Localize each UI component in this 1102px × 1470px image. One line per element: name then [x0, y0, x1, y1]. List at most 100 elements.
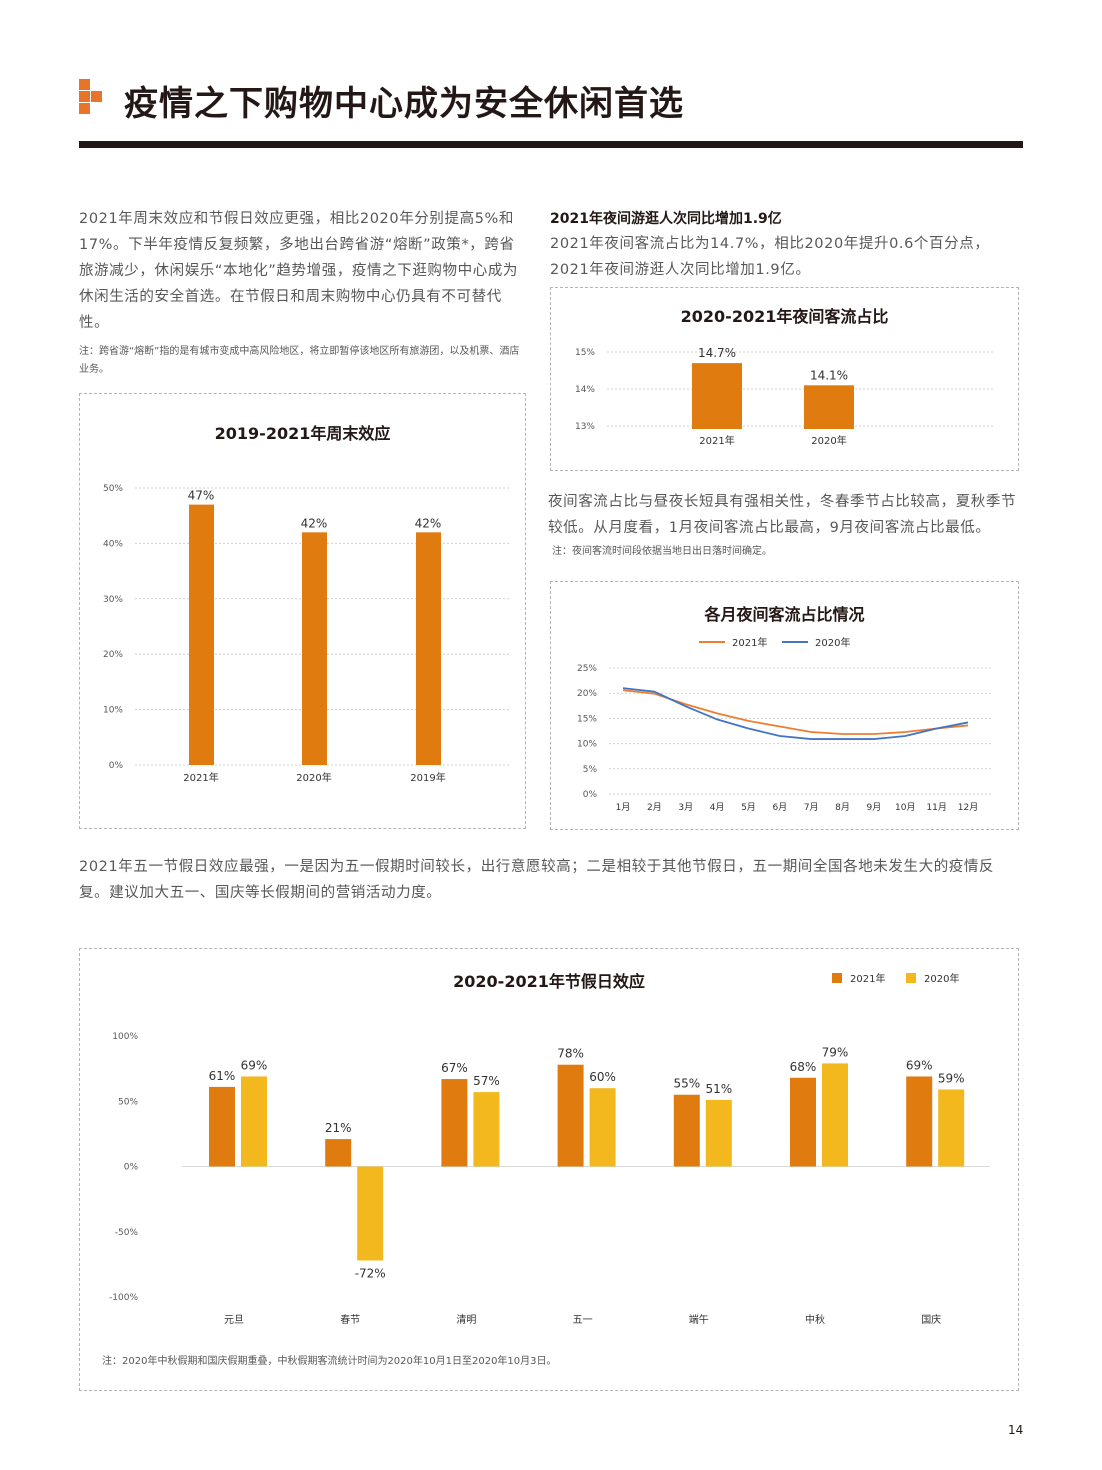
y-tick-label: 25% — [577, 664, 597, 674]
x-tick-label: 8月 — [835, 802, 850, 813]
night-share-chart-svg: 13% 14% 15% 14.7% 2021年 14.1% 2020年 — [575, 346, 993, 447]
data-label: 61% — [209, 1069, 236, 1083]
bar — [189, 504, 214, 765]
night-note: 注：夜间客流时间段依据当地日出日落时间确定。 — [552, 546, 772, 557]
x-tick-label: 9月 — [867, 802, 882, 813]
x-tick-label: 6月 — [772, 802, 787, 813]
data-label: 69% — [241, 1058, 268, 1072]
x-tick-label: 2020年 — [296, 771, 331, 784]
y-tick-label: 100% — [112, 1032, 138, 1042]
x-tick-label: 1月 — [616, 802, 631, 813]
page-title: 疫情之下购物中心成为安全休闲首选 — [124, 84, 684, 124]
chart-title: 2019-2021年周末效应 — [214, 424, 391, 443]
data-label: 42% — [415, 516, 442, 530]
legend-swatch — [906, 973, 916, 983]
bar — [357, 1166, 384, 1261]
x-tick-label: 2021年 — [183, 771, 218, 784]
bar — [673, 1094, 700, 1167]
data-label: 67% — [441, 1061, 468, 1075]
weekend-chart-svg: 0% 10% 20% 30% 40% 50% 47% 2021年 42% 2020年 42% 2019… — [103, 484, 510, 784]
data-label: 79% — [822, 1045, 849, 1059]
data-label: 68% — [790, 1060, 817, 1074]
y-tick-label: 15% — [577, 714, 597, 724]
monthly-night-chart-svg: 0% 5% 10% 15% 20% 25% 1月 2月 3月 4月 5月 6月 7月 8月 9月 10月 11月… — [577, 636, 993, 813]
bar — [473, 1092, 500, 1167]
data-label: 60% — [589, 1070, 616, 1084]
y-tick-label: 20% — [577, 689, 597, 699]
holiday-chart-svg: -100% -50% 0% 50% 100% 元旦 61% 69% 春节 21% -72% 清明 67%… — [109, 972, 990, 1326]
x-tick-label: 7月 — [804, 802, 819, 813]
y-tick-label: 50% — [103, 484, 123, 494]
series-line — [622, 689, 969, 735]
bar — [705, 1099, 732, 1167]
data-label: 14.1% — [810, 368, 848, 382]
x-tick-label: 元旦 — [224, 1314, 244, 1326]
y-tick-label: 20% — [103, 650, 123, 660]
legend-label: 2021年 — [850, 972, 885, 985]
bar — [589, 1088, 616, 1167]
bar — [302, 532, 327, 765]
x-tick-label: 11月 — [926, 802, 946, 813]
bar — [416, 532, 441, 765]
y-tick-label: 0% — [124, 1163, 139, 1173]
x-tick-label: 国庆 — [921, 1313, 941, 1326]
data-label: 14.7% — [698, 346, 736, 360]
holiday-chart: 2020-2021年节假日效应 -100% -50% 0% 50% 100% 元旦 61% 6… — [79, 948, 1019, 1391]
y-tick-label: 13% — [575, 422, 595, 432]
bar — [441, 1079, 468, 1167]
y-tick-label: 14% — [575, 385, 595, 395]
bar — [692, 363, 742, 429]
series-line — [622, 687, 969, 740]
data-label: 21% — [325, 1121, 352, 1135]
x-tick-label: 4月 — [710, 802, 725, 813]
chart-title: 2020-2021年夜间客流占比 — [680, 307, 889, 326]
brand-logo-icon — [79, 79, 103, 115]
night-heading: 2021年夜间游逛人次同比增加1.9亿 — [550, 211, 782, 227]
y-tick-label: -50% — [115, 1228, 139, 1238]
bar — [209, 1086, 235, 1167]
legend-swatch — [832, 973, 842, 983]
data-label: -72% — [355, 1266, 386, 1280]
x-tick-label: 2021年 — [699, 434, 734, 447]
data-label: 47% — [188, 489, 215, 503]
x-tick-label: 12月 — [958, 802, 978, 813]
x-tick-label: 10月 — [895, 802, 915, 813]
data-label: 69% — [906, 1058, 933, 1072]
night-paragraph: 2021年夜间客流占比为14.7%，相比2020年提升0.6个百分点，2021年… — [550, 236, 990, 278]
bar — [822, 1063, 848, 1167]
monthly-night-chart: 各月夜间客流占比情况 0% 5% 10% 15% 20% 25% 1月 2月 3月 4月 5月 6月 7… — [550, 581, 1019, 830]
data-label: 59% — [938, 1072, 965, 1086]
x-tick-label: 五一 — [573, 1315, 593, 1326]
x-tick-label: 3月 — [678, 802, 693, 813]
title-divider — [79, 141, 1023, 148]
legend-label: 2020年 — [924, 972, 959, 985]
bar — [241, 1076, 267, 1167]
weekend-chart: 2019-2021年周末效应 0% 10% 20% 30% 40% 50% 47% 2021年… — [79, 393, 526, 829]
x-tick-label: 清明 — [456, 1313, 476, 1326]
bar — [804, 385, 854, 429]
legend-label: 2020年 — [815, 636, 850, 649]
y-tick-label: 0% — [583, 790, 598, 800]
x-tick-label: 5月 — [741, 802, 756, 813]
x-tick-label: 春节 — [340, 1314, 360, 1326]
holiday-note: 注：2020年中秋假期和国庆假期重叠，中秋假期客流统计时间为2020年10月1日… — [102, 1356, 557, 1367]
night-paragraph-2: 夜间客流占比与昼夜长短具有强相关性，冬春季节占比较高，夏秋季节较低。从月度看，1… — [548, 494, 1017, 536]
data-label: 51% — [705, 1082, 732, 1096]
night-share-chart: 2020-2021年夜间客流占比 13% 14% 15% 14.7% 2021年 14.1… — [550, 287, 1019, 471]
bar — [938, 1089, 965, 1167]
holiday-paragraph: 2021年五一节假日效应最强，一是因为五一假期时间较长，出行意愿较高；二是相较于… — [79, 859, 995, 901]
bar — [325, 1139, 352, 1167]
page-number: 14 — [1008, 1423, 1024, 1437]
y-tick-label: 5% — [583, 765, 598, 775]
bar — [557, 1064, 584, 1167]
y-tick-label: 30% — [103, 595, 123, 605]
x-tick-label: 2020年 — [811, 434, 846, 447]
weekend-note: 注：跨省游“熔断”指的是有城市变成中高风险地区，将立即暂停该地区所有旅游团，以及… — [79, 346, 520, 375]
y-tick-label: 10% — [103, 706, 123, 716]
x-tick-label: 2019年 — [410, 771, 445, 784]
x-tick-label: 中秋 — [805, 1313, 825, 1326]
y-tick-label: 40% — [103, 539, 123, 549]
data-label: 55% — [673, 1077, 700, 1091]
y-tick-label: 50% — [118, 1097, 138, 1107]
legend-label: 2021年 — [732, 636, 767, 649]
